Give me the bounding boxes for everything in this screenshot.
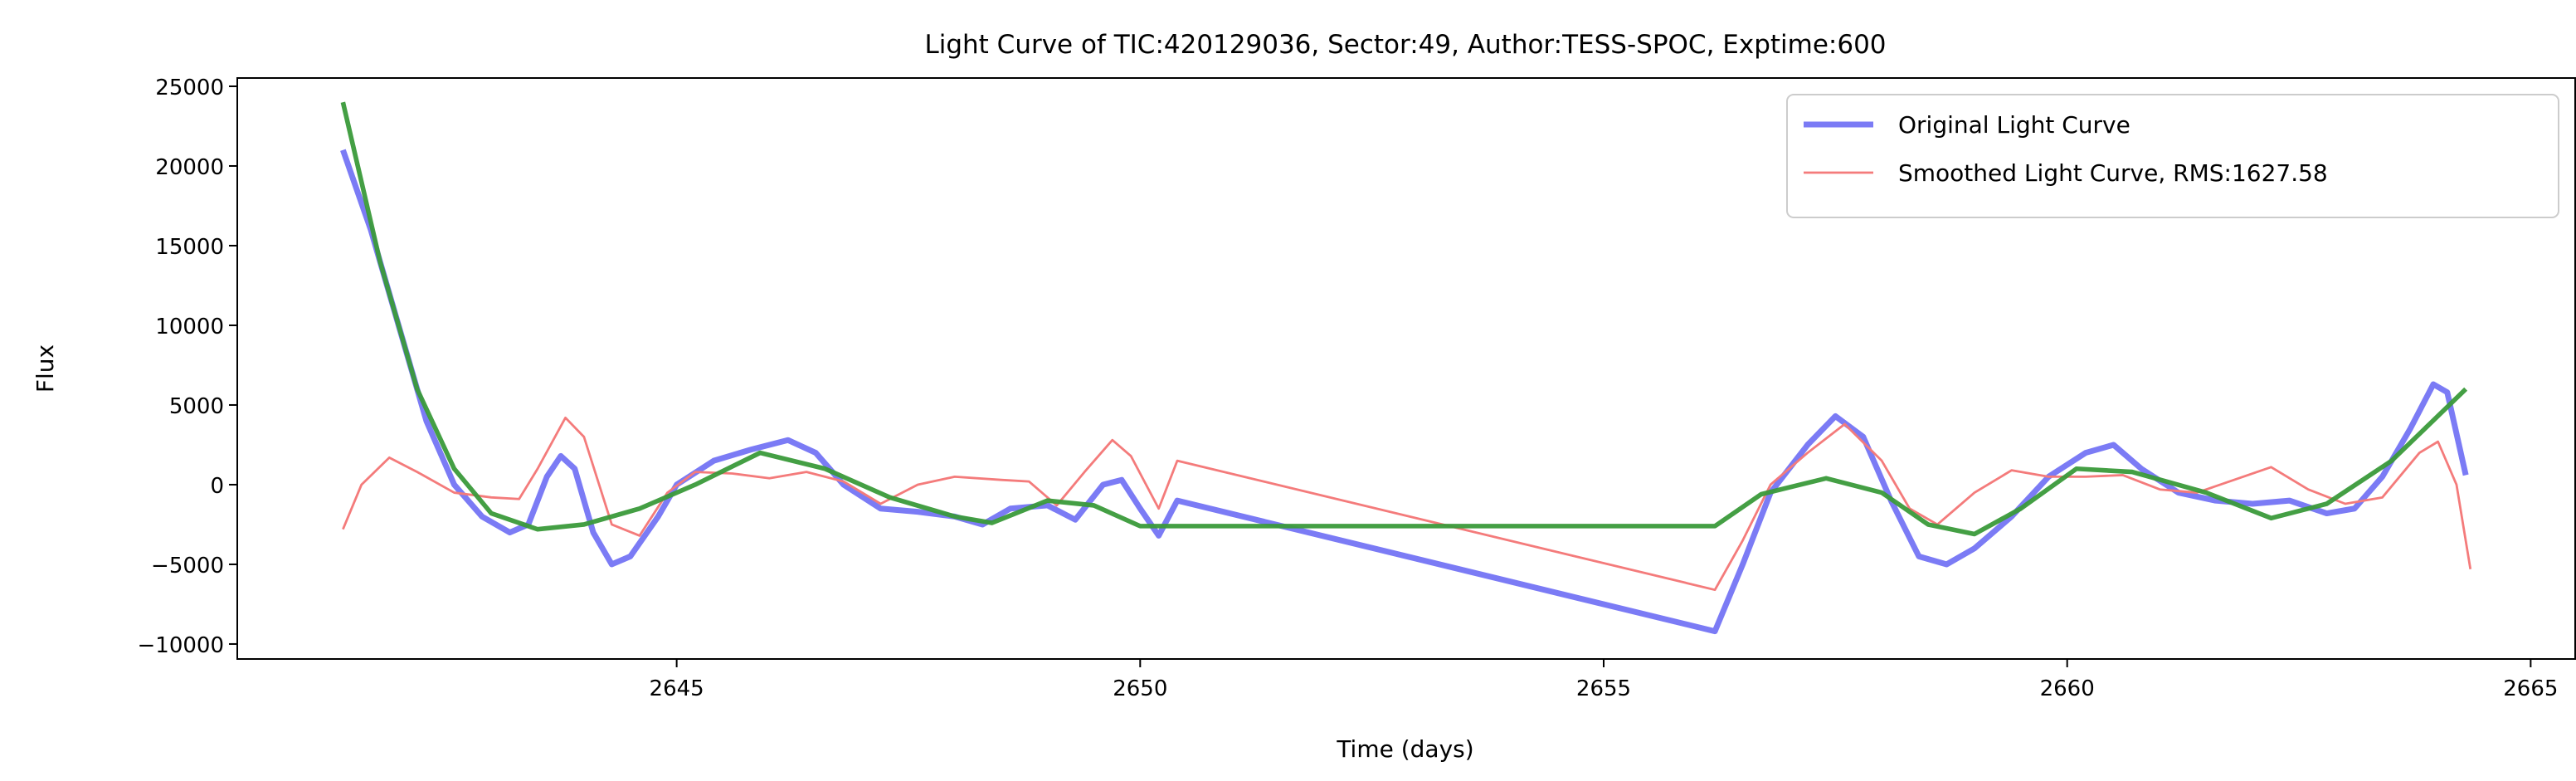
x-tick-label: 2660 <box>2040 676 2095 701</box>
legend-label: Smoothed Light Curve, RMS:1627.58 <box>1898 159 2328 187</box>
y-tick-label: 20000 <box>155 155 224 180</box>
x-tick-label: 2655 <box>1576 676 1631 701</box>
legend-box <box>1786 94 2559 218</box>
series-line <box>342 416 2472 592</box>
series-line <box>340 101 2468 537</box>
series-line <box>340 149 2469 635</box>
y-axis-label: Flux <box>32 344 59 393</box>
x-tick-label: 2650 <box>1113 676 1167 701</box>
y-tick-label: 0 <box>210 474 224 499</box>
legend-label: Original Light Curve <box>1898 111 2130 139</box>
y-tick-label: 25000 <box>155 76 224 100</box>
x-tick-label: 2645 <box>650 676 704 701</box>
x-axis-label: Time (days) <box>1336 735 1473 763</box>
x-tick-label: 2665 <box>2503 676 2558 701</box>
y-tick-label: −5000 <box>151 554 224 578</box>
y-tick-label: −10000 <box>138 633 225 658</box>
chart-title: Light Curve of TIC:420129036, Sector:49,… <box>924 30 1886 60</box>
y-tick-label: 10000 <box>155 315 224 339</box>
plot-frame <box>236 77 2576 660</box>
y-tick-label: 15000 <box>155 235 224 260</box>
y-tick-label: 5000 <box>169 394 224 419</box>
